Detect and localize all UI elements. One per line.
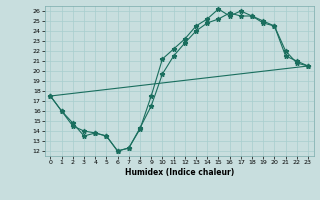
- X-axis label: Humidex (Indice chaleur): Humidex (Indice chaleur): [124, 168, 234, 177]
